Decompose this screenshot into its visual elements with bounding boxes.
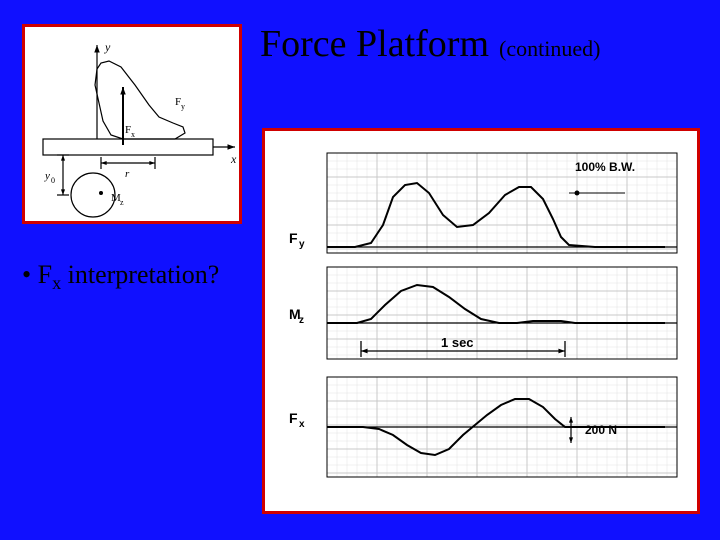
svg-text:z: z xyxy=(120,198,124,207)
svg-text:y: y xyxy=(104,40,111,54)
svg-text:x: x xyxy=(230,152,237,166)
svg-text:y: y xyxy=(181,102,185,111)
figure-force-traces: Fy100% B.W.Mz1 secFx200 N xyxy=(262,128,700,514)
svg-text:F: F xyxy=(289,230,298,246)
title-sub: (continued) xyxy=(499,36,600,61)
svg-text:z: z xyxy=(299,315,304,326)
svg-text:r: r xyxy=(125,168,130,180)
bullet-suffix: interpretation? xyxy=(61,260,219,289)
bullet-subscript: x xyxy=(52,273,61,293)
svg-text:0: 0 xyxy=(51,176,55,185)
svg-text:y: y xyxy=(44,170,50,182)
svg-text:100% B.W.: 100% B.W. xyxy=(575,160,635,174)
svg-text:F: F xyxy=(289,410,298,426)
svg-text:1 sec: 1 sec xyxy=(441,335,474,350)
svg-text:x: x xyxy=(131,130,135,139)
svg-text:y: y xyxy=(299,239,305,250)
figure-foot-diagram: yxFyFxMzry0 xyxy=(22,24,242,224)
bullet-line: • Fx interpretation? xyxy=(22,260,219,294)
svg-text:x: x xyxy=(299,419,305,430)
title-main: Force Platform xyxy=(260,23,489,65)
svg-text:200 N: 200 N xyxy=(585,423,617,437)
bullet-prefix: • F xyxy=(22,260,52,289)
slide-title: Force Platform (continued) xyxy=(260,22,710,66)
slide-root: Force Platform (continued) • Fx interpre… xyxy=(0,0,720,540)
